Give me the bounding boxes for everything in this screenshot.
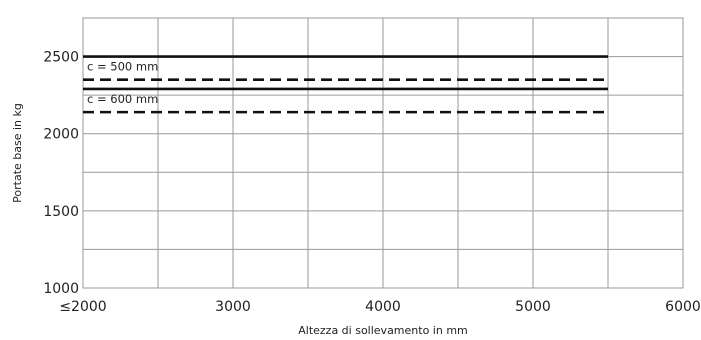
annotations: c = 500 mm c = 600 mm xyxy=(87,60,158,106)
x-tick-label: 4000 xyxy=(365,299,401,315)
x-tick-label: ≤2000 xyxy=(59,299,106,315)
x-axis-label: Altezza di sollevamento in mm xyxy=(298,324,468,337)
series-annotation-1: c = 600 mm xyxy=(87,92,158,106)
y-axis-label: Portate base in kg xyxy=(11,103,24,203)
plot-frame xyxy=(82,17,684,289)
y-tick-label: 2500 xyxy=(43,50,79,66)
y-tick-label: 1000 xyxy=(43,281,79,297)
x-tick-label: 3000 xyxy=(215,299,251,315)
y-tick-labels: 1000 1500 2000 2500 xyxy=(43,50,79,297)
grid xyxy=(83,18,683,288)
y-tick-label: 1500 xyxy=(43,204,79,220)
x-tick-label: 5000 xyxy=(515,299,551,315)
series-lines xyxy=(83,55,608,114)
x-tick-labels: ≤2000 3000 4000 5000 6000 xyxy=(59,299,701,315)
y-tick-label: 2000 xyxy=(43,127,79,143)
x-tick-label: 6000 xyxy=(665,299,701,315)
series-annotation-0: c = 500 mm xyxy=(87,60,158,74)
